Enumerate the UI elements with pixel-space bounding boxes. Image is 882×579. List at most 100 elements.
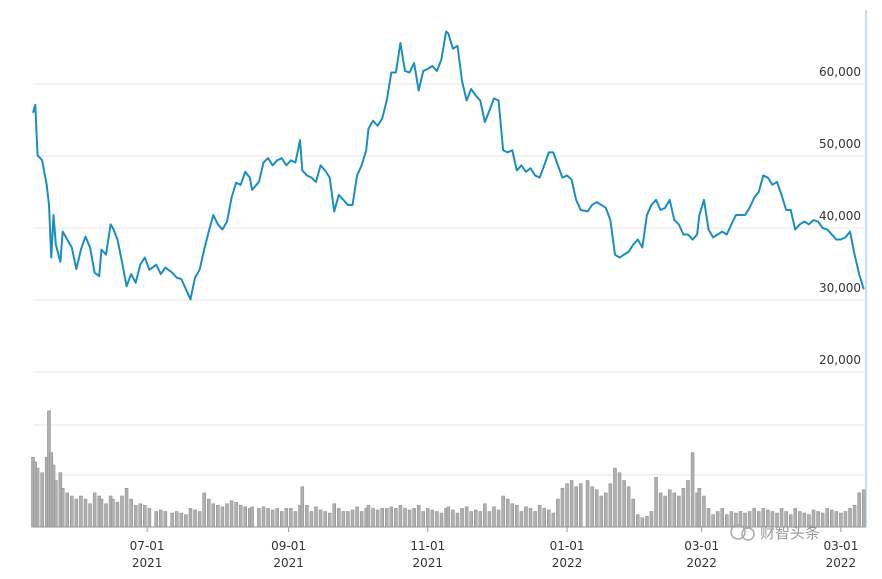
- volume-bar: [216, 505, 220, 528]
- volume-bar: [179, 512, 184, 528]
- volume-bar: [626, 486, 631, 528]
- volume-bar: [184, 514, 188, 528]
- x-tick-year: 2022: [686, 556, 717, 570]
- volume-bar: [667, 489, 672, 528]
- volume-bar: [613, 467, 617, 528]
- watermark: 财智头条: [730, 524, 820, 542]
- volume-bar: [510, 503, 515, 528]
- volume-bar: [366, 505, 371, 528]
- watermark-icon: [730, 524, 746, 540]
- volume-bar: [407, 509, 412, 528]
- volume-bar: [257, 508, 261, 528]
- volume-bar: [560, 488, 565, 528]
- volume-bar: [706, 508, 711, 528]
- volume-bar: [250, 506, 254, 528]
- volume-bar: [206, 498, 211, 528]
- volume-bar: [636, 514, 640, 528]
- volume-bar: [289, 508, 293, 528]
- x-tick-label: 09-01: [271, 539, 306, 553]
- volume-bar: [715, 511, 720, 528]
- volume-bar: [323, 511, 327, 528]
- volume-bar: [74, 498, 79, 528]
- volume-bar: [807, 514, 811, 528]
- volume-bar: [604, 492, 608, 528]
- volume-bar: [574, 486, 578, 528]
- volume-bar: [60, 488, 65, 528]
- volume-bar: [649, 511, 654, 528]
- volume-bar: [460, 508, 464, 528]
- y-tick-label: 40,000: [819, 209, 861, 223]
- volume-bar: [677, 495, 681, 528]
- volume-bar: [229, 500, 234, 528]
- volume-bar: [147, 508, 152, 528]
- volume-bar: [729, 511, 734, 528]
- volume-bar: [332, 503, 336, 528]
- volume-bar: [469, 511, 473, 528]
- volume-bar: [686, 480, 690, 528]
- volume-bar: [483, 503, 487, 528]
- volume-bar: [327, 512, 332, 528]
- volume-bar: [681, 488, 686, 528]
- volume-bar: [275, 508, 279, 528]
- volume-bar: [725, 514, 729, 528]
- volume-bar: [79, 495, 83, 528]
- volume-bar: [492, 506, 496, 528]
- volume-bar: [154, 511, 158, 528]
- volume-bar: [143, 505, 147, 528]
- volume-bar: [631, 498, 635, 528]
- volume-bar: [720, 508, 724, 528]
- volume-bar: [261, 506, 266, 528]
- volume-bar: [138, 503, 143, 528]
- x-tick-year: 2022: [826, 556, 857, 570]
- volume-bar: [451, 509, 455, 528]
- volume-bar: [569, 480, 574, 528]
- y-tick-label: 20,000: [819, 353, 861, 367]
- volume-bar: [403, 508, 407, 528]
- volume-bar: [702, 495, 706, 528]
- volume-bar: [770, 511, 775, 528]
- volume-bar: [455, 512, 460, 528]
- volume-bar: [225, 503, 229, 528]
- volume-bar: [473, 509, 478, 528]
- volume-bar: [54, 480, 58, 528]
- volume-bar: [394, 508, 398, 528]
- volume-bar: [197, 511, 202, 528]
- volume-bar: [211, 503, 216, 528]
- volume-bar: [359, 511, 364, 528]
- volume-bar: [793, 508, 798, 528]
- volume-bar: [234, 501, 238, 528]
- volume-bar: [743, 512, 747, 528]
- volume-bar: [380, 508, 384, 528]
- volume-bar: [599, 495, 604, 528]
- volume-bar: [243, 506, 247, 528]
- volume-bar: [346, 511, 350, 528]
- volume-bar: [738, 511, 743, 528]
- volume-bar: [350, 509, 355, 528]
- volume-bar: [175, 511, 179, 528]
- volume-bar: [590, 486, 594, 528]
- volume-bar: [371, 508, 375, 528]
- volume-bar: [843, 511, 848, 528]
- volume-bar: [83, 498, 88, 528]
- volume-bar: [496, 509, 501, 528]
- volume-bar: [337, 508, 341, 528]
- volume-bar: [104, 503, 108, 528]
- volume-bar: [430, 509, 435, 528]
- x-tick-label: 03-01: [823, 539, 858, 553]
- x-tick-year: 2021: [132, 556, 163, 570]
- volume-bar: [280, 511, 284, 528]
- volume-bar: [617, 472, 622, 528]
- volume-bar: [35, 467, 40, 528]
- volume-bar: [594, 489, 599, 528]
- volume-bar: [501, 495, 505, 528]
- volume-bar: [238, 505, 243, 528]
- volume-bar: [355, 506, 359, 528]
- volume-bar: [839, 512, 843, 528]
- volume-bar: [70, 495, 74, 528]
- volume-bar: [658, 492, 663, 528]
- volume-bar: [802, 512, 807, 528]
- volume-bar: [551, 512, 556, 528]
- y-tick-label: 60,000: [819, 65, 861, 79]
- volume-bar: [129, 498, 133, 528]
